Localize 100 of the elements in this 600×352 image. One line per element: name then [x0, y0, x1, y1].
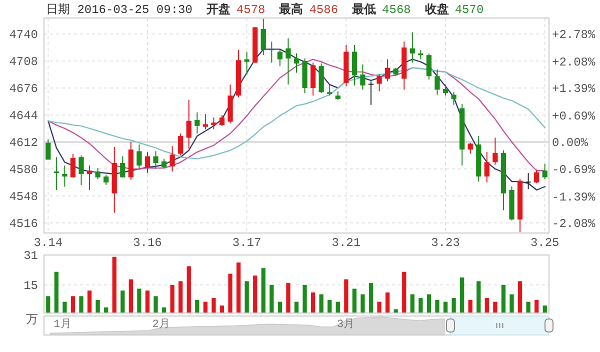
bar — [203, 302, 208, 313]
candlestick — [451, 92, 456, 106]
bar — [526, 302, 530, 313]
candlestick — [286, 38, 291, 86]
candlestick — [186, 99, 192, 150]
candlestick — [468, 142, 473, 154]
candlestick — [327, 84, 332, 96]
bar — [278, 302, 282, 313]
x-tick-label: 3.25 — [530, 236, 560, 250]
y-tick-label: 4548 — [9, 190, 38, 204]
y2-tick-label: -0.69% — [552, 163, 596, 178]
y-tick-label: 15 — [24, 279, 38, 294]
text: 收盘 4570 — [424, 2, 484, 17]
bar — [96, 300, 100, 313]
bar — [328, 300, 332, 313]
candlestick — [277, 48, 283, 67]
bar — [534, 300, 539, 313]
y-tick-label: 4644 — [9, 109, 38, 124]
candlestick — [219, 114, 225, 126]
bar — [145, 290, 150, 313]
bar — [435, 300, 440, 313]
candlestick — [269, 41, 274, 64]
bar — [54, 272, 58, 313]
bar — [137, 288, 142, 313]
bar — [468, 300, 472, 313]
bar — [244, 281, 249, 313]
bar — [261, 268, 266, 313]
bar — [228, 274, 232, 313]
x-tick-label: 3月 — [336, 318, 355, 331]
bar — [385, 292, 390, 313]
candlestick — [62, 165, 68, 188]
candlestick — [244, 51, 250, 75]
x-tick-label: 3.21 — [332, 236, 361, 250]
candlestick — [376, 74, 382, 92]
bar — [344, 279, 348, 313]
candlestick — [492, 137, 498, 166]
bar — [484, 298, 489, 313]
candlestick — [426, 52, 432, 80]
candlestick — [410, 32, 415, 64]
bar — [120, 290, 125, 313]
y-tick-label: 4516 — [9, 217, 38, 232]
y-tick-label: 4676 — [9, 82, 38, 96]
bar — [154, 296, 158, 313]
y2-tick-label: -2.08% — [552, 217, 596, 232]
bar — [518, 281, 522, 313]
bar — [220, 306, 224, 313]
bar — [418, 298, 423, 313]
y-tick-label: 4580 — [9, 163, 38, 178]
bar — [476, 281, 481, 313]
candlestick — [70, 153, 76, 178]
candlestick — [360, 64, 366, 90]
bar — [212, 298, 216, 313]
candlestick — [294, 52, 300, 74]
candlestick — [120, 156, 126, 178]
y-tick-label: 31 — [24, 249, 38, 264]
bar — [178, 281, 183, 313]
candlestick — [46, 138, 51, 160]
bar — [128, 279, 133, 313]
bar — [87, 290, 92, 313]
candlestick — [542, 163, 548, 180]
bar — [402, 272, 406, 313]
bar — [195, 300, 200, 313]
bar — [270, 284, 274, 313]
bar — [460, 277, 464, 313]
candlestick — [153, 150, 158, 170]
bar — [186, 266, 191, 313]
bar — [493, 302, 498, 313]
bar — [236, 262, 241, 313]
bar — [352, 288, 357, 313]
x-tick-label: 3.17 — [232, 236, 262, 250]
y-tick-label: 4708 — [9, 55, 38, 70]
candlestick — [534, 169, 540, 184]
candlestick — [86, 165, 92, 190]
candlestick — [442, 84, 448, 96]
candlestick — [260, 18, 266, 56]
candlestick — [368, 80, 374, 106]
bar — [443, 302, 448, 313]
candlestick — [178, 133, 184, 156]
y2-tick-label: 0.00% — [552, 136, 589, 150]
y-axis-title: 万 — [26, 313, 38, 327]
x-tick-label: 3.16 — [133, 236, 162, 250]
bar — [294, 302, 299, 313]
bar — [170, 284, 174, 313]
candlestick — [161, 158, 167, 169]
bar — [336, 302, 340, 313]
bar — [510, 294, 514, 313]
y-tick-label: 4740 — [9, 28, 38, 42]
bar — [360, 294, 365, 313]
bar — [501, 284, 506, 313]
candlestick — [170, 146, 175, 172]
candlestick — [526, 172, 531, 190]
text: 最低 4568 — [351, 3, 411, 17]
text: 开盘 4578 — [205, 2, 266, 17]
bar — [452, 298, 456, 313]
chart-title: 日期 2016-03-25 09:30 — [46, 3, 192, 17]
candlestick — [78, 154, 84, 186]
candlestick — [202, 114, 208, 130]
bar — [79, 296, 84, 313]
x-tick-label: 2月 — [152, 318, 170, 331]
bar — [302, 284, 307, 313]
